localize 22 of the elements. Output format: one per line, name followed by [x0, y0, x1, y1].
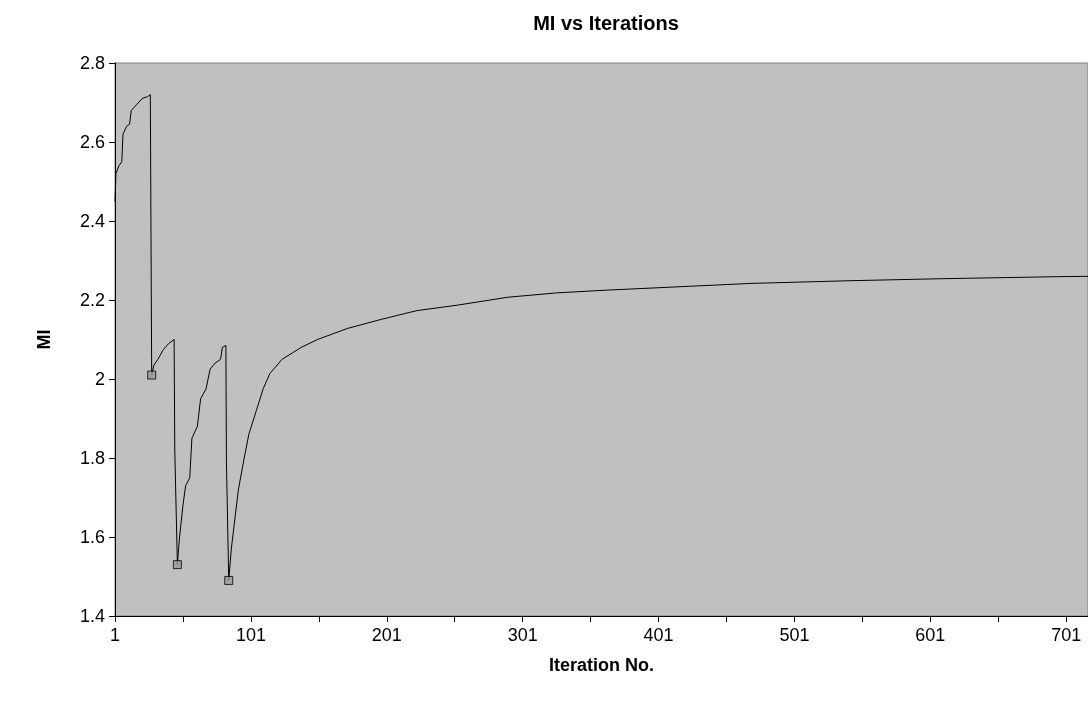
- x-tick-label: 401: [643, 625, 674, 645]
- point: [224, 575, 234, 585]
- y-tick-label: 1.4: [79, 606, 105, 626]
- y-tick-label: 1.8: [79, 448, 105, 468]
- x-tick-label: 501: [779, 625, 810, 645]
- x-tick-label: 701: [1051, 625, 1082, 645]
- y-tick-label: 1.6: [79, 527, 105, 547]
- point: [172, 560, 182, 570]
- y-tick-label: 2.6: [79, 132, 105, 152]
- x-tick-label: 201: [371, 625, 402, 645]
- x-tick-label: 101: [235, 625, 266, 645]
- x-tick-label: 601: [915, 625, 946, 645]
- x-tick-label: 1: [109, 625, 121, 645]
- y-tick-label: 2.4: [79, 211, 105, 231]
- y-tick-label: 2: [94, 369, 105, 389]
- y-tick-label: 2.2: [79, 290, 105, 310]
- point: [147, 370, 157, 380]
- y-axis-title: MI: [34, 329, 54, 350]
- x-axis-title: Iteration No.: [548, 655, 655, 675]
- x-tick-label: 301: [507, 625, 538, 645]
- y-tick-label: 2.8: [79, 53, 105, 73]
- chart-title: MI vs Iterations: [533, 12, 679, 34]
